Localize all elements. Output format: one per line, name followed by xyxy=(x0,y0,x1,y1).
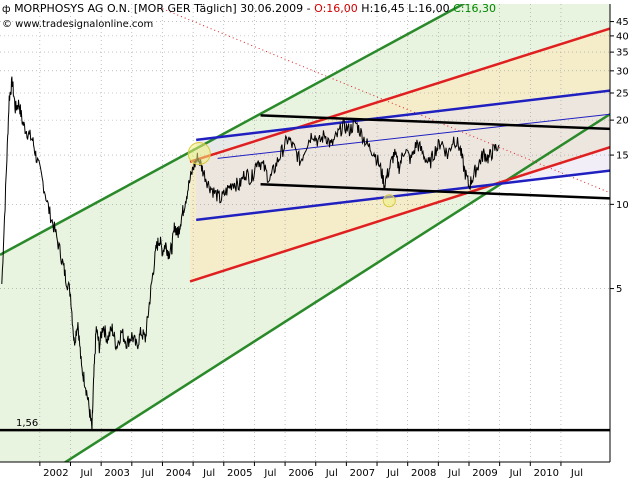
y-tick-label: 5 xyxy=(616,284,622,295)
x-tick-label: Jul xyxy=(386,468,399,479)
x-tick-label: 2004 xyxy=(166,468,191,479)
high-low-value: H:16,45 L:16,00 xyxy=(361,2,450,15)
chart-header: ф MORPHOSYS AG O.N. [MOR GER Täglich] 30… xyxy=(2,2,496,15)
x-tick-label: Jul xyxy=(509,468,522,479)
close-value: C:16,30 xyxy=(453,2,496,15)
x-tick-label: 2006 xyxy=(288,468,313,479)
y-tick-label: 40 xyxy=(616,31,629,42)
x-tick-label: Jul xyxy=(263,468,276,479)
x-tick-label: 2002 xyxy=(43,468,68,479)
trend-line-green-upper xyxy=(0,4,466,256)
y-tick-label: 30 xyxy=(616,66,629,77)
x-tick-label: Jul xyxy=(79,468,92,479)
price-line-group xyxy=(1,76,500,431)
axes: 1,56 5 10 15 20 25 30 35 40 45 2002 Jul 2003 Jul 2004 J… xyxy=(0,4,629,479)
x-tick-label: 2003 xyxy=(104,468,129,479)
trend-line-red-lower xyxy=(189,146,610,283)
x-tick-label: 2007 xyxy=(350,468,375,479)
quote-date: 30.06.2009 xyxy=(240,2,304,15)
x-tick-label: 2009 xyxy=(472,468,497,479)
instrument-title: MORPHOSYS AG O.N. [MOR GER Täglich] xyxy=(14,2,237,15)
trend-line-red-upper xyxy=(189,27,610,163)
marker-group xyxy=(187,141,396,208)
y-tick-label: 20 xyxy=(616,116,629,127)
support-label: 1,56 xyxy=(16,418,38,429)
trend-line-blue-upper xyxy=(196,89,610,142)
y-tick-label: 45 xyxy=(616,17,629,28)
dotted-resistance-line xyxy=(162,8,610,194)
highlight-circle xyxy=(382,194,396,208)
price-line xyxy=(1,76,500,431)
source-credit: © www.tradesignalonline.com xyxy=(2,19,154,30)
x-tick-label: Jul xyxy=(447,468,460,479)
x-tick-label: Jul xyxy=(570,468,583,479)
y-tick-label: 25 xyxy=(616,88,629,99)
x-tick-label: 2005 xyxy=(227,468,252,479)
x-tick-label: 2010 xyxy=(534,468,559,479)
highlight-circle xyxy=(187,141,211,165)
trend-line-black-lower xyxy=(260,182,610,200)
candlestick-icon: ф xyxy=(2,4,11,15)
x-tick-label: Jul xyxy=(202,468,215,479)
y-tick-label: 10 xyxy=(616,200,629,211)
x-tick-label: Jul xyxy=(325,468,338,479)
y-tick-label: 15 xyxy=(616,151,629,162)
x-tick-label: 2008 xyxy=(411,468,436,479)
x-tick-label: Jul xyxy=(141,468,154,479)
y-tick-label: 35 xyxy=(616,48,629,59)
trend-line-blue-lower xyxy=(196,169,610,222)
trend-line-black-upper xyxy=(260,114,610,131)
open-value: O:16,00 xyxy=(314,2,358,15)
